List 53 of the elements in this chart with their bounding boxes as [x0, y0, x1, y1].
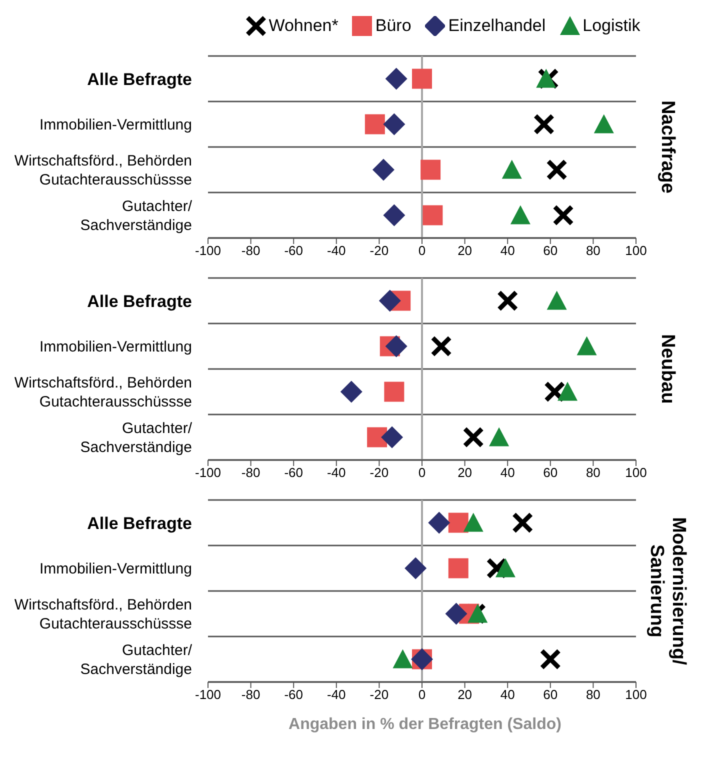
x-tick-label: 80: [586, 465, 600, 480]
x-tick-label: -40: [327, 243, 346, 258]
x-tick-label: 100: [625, 465, 647, 480]
x-tick-label: 60: [543, 243, 558, 258]
x-tick-label: -80: [241, 465, 260, 480]
y-tick-label: Immobilien-Vermittlung: [39, 338, 192, 355]
x-tick-label: 0: [418, 243, 426, 258]
y-tick-label: Immobilien-Vermittlung: [39, 560, 192, 577]
x-tick-label: 20: [458, 243, 472, 258]
y-tick-label: Gutachter/ Sachverständige: [80, 197, 193, 234]
x-tick-label: 20: [458, 465, 472, 480]
legend-label: Logistik: [582, 16, 640, 36]
y2-axis-title: Neubau: [658, 334, 678, 404]
legend-label: Einzelhandel: [448, 16, 546, 36]
x-tick-label: 80: [586, 687, 600, 702]
legend-label: Wohnen*: [268, 16, 338, 36]
x-tick-label: 40: [500, 687, 515, 702]
x-tick-label: 40: [500, 465, 515, 480]
x-tick-label: 0: [418, 687, 426, 702]
legend-label: Büro: [375, 16, 412, 36]
x-tick-label: 80: [586, 243, 600, 258]
x-tick-label: 60: [543, 687, 558, 702]
x-tick-label: -60: [284, 243, 303, 258]
y-tick-label: Immobilien-Vermittlung: [39, 116, 192, 133]
x-tick-label: -20: [370, 243, 389, 258]
x-tick-label: -40: [327, 687, 346, 702]
x-tick-label: -100: [194, 687, 222, 702]
y2-axis-title: Nachfrage: [658, 100, 678, 194]
x-tick-label: -60: [284, 687, 303, 702]
y-tick-label: Alle Befragte: [87, 69, 192, 88]
x-tick-label: 40: [500, 243, 515, 258]
x-tick-label: -80: [241, 687, 260, 702]
y-tick-label: Gutachter/ Sachverständige: [80, 641, 193, 678]
x-tick-label: -20: [370, 687, 389, 702]
y-tick-label: Alle Befragte: [87, 513, 192, 532]
x-tick-label: -60: [284, 465, 303, 480]
x-tick-label: -100: [194, 243, 222, 258]
x-tick-label: -80: [241, 243, 260, 258]
y-tick-label: Wirtschaftsförd., Behörden Gutachterausschüssse: [14, 596, 192, 632]
y2-axis-title: Modernisierung/ Sanierung: [646, 517, 690, 666]
x-tick-label: 60: [543, 465, 558, 480]
x-tick-label: 0: [418, 465, 426, 480]
x-axis-title: Angaben in % der Befragten (Saldo): [288, 716, 562, 734]
x-tick-label: -100: [194, 465, 222, 480]
y-tick-label: Gutachter/ Sachverständige: [80, 419, 193, 456]
x-tick-label: 100: [625, 243, 647, 258]
x-tick-label: -40: [327, 465, 346, 480]
x-tick-label: 100: [625, 687, 647, 702]
x-tick-label: -20: [370, 465, 389, 480]
y-tick-label: Wirtschaftsförd., Behörden Gutachterausschüssse: [14, 152, 192, 188]
y-tick-label: Alle Befragte: [87, 291, 192, 310]
x-tick-label: 20: [458, 687, 472, 702]
y-tick-label: Wirtschaftsförd., Behörden Gutachterausschüssse: [14, 374, 192, 410]
